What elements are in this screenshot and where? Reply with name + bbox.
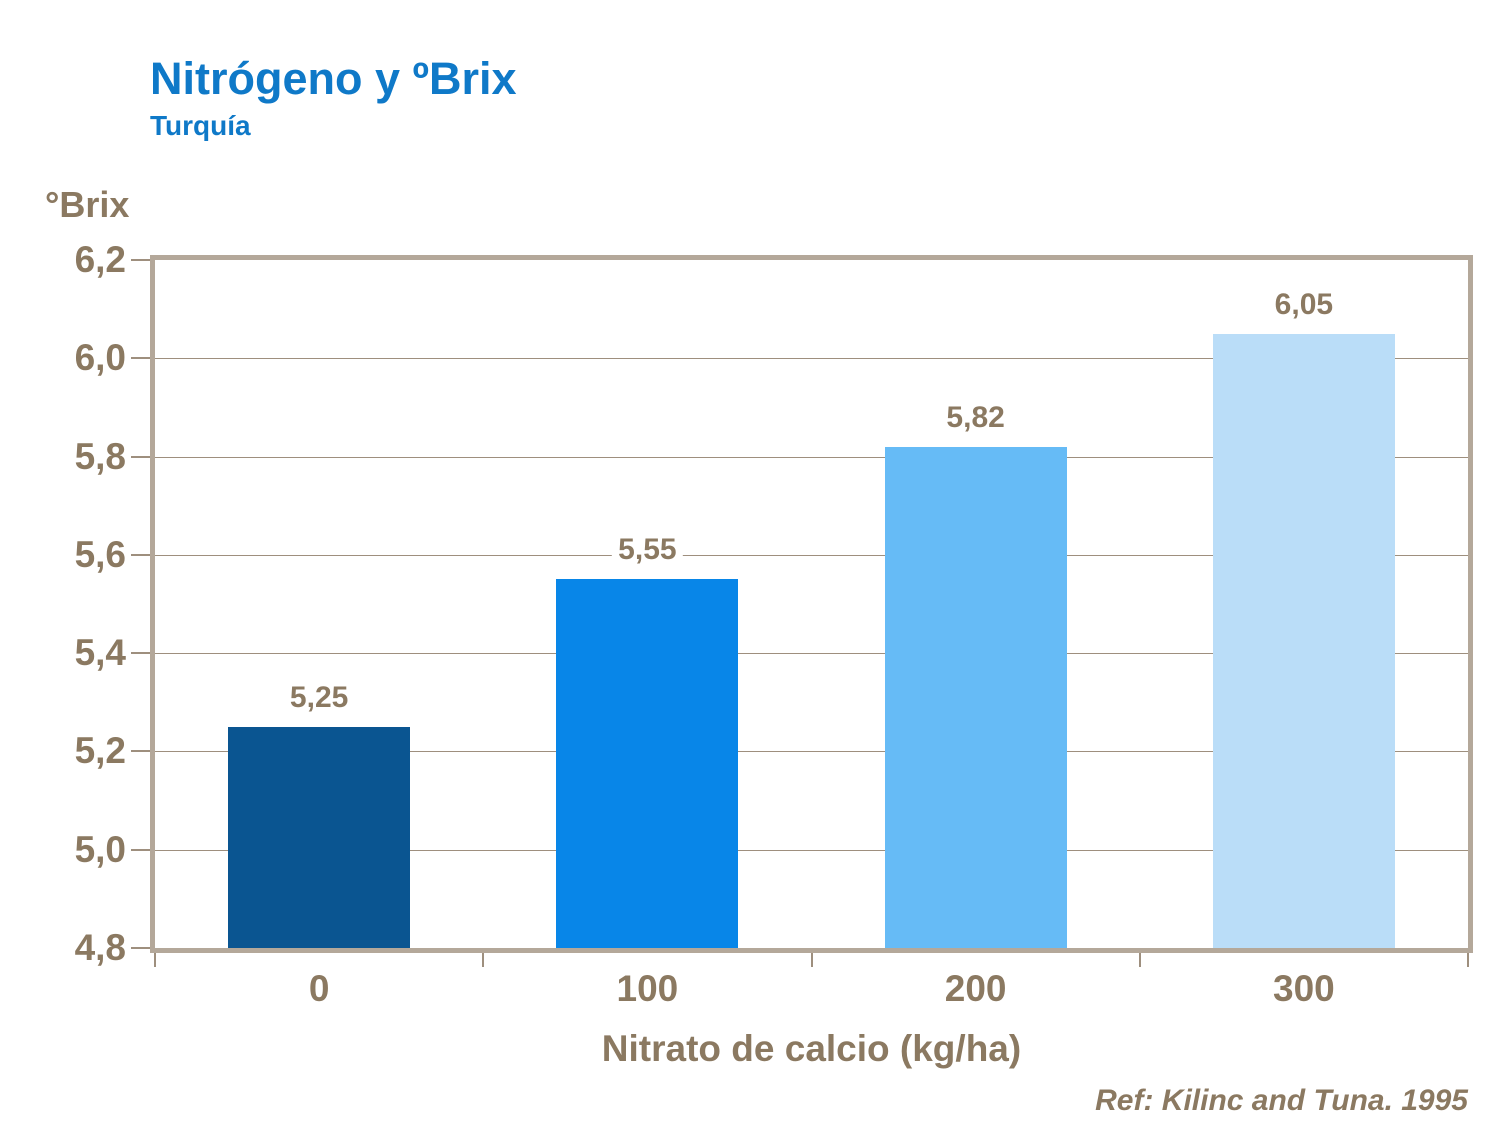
y-tick-label: 5,0 <box>74 828 126 870</box>
bar-value-label: 5,82 <box>940 400 1011 435</box>
x-axis-title: Nitrato de calcio (kg/ha) <box>601 1028 1022 1069</box>
x-tick-label: 0 <box>308 968 330 1009</box>
bar-value-label: 5,55 <box>612 533 683 568</box>
gridline <box>155 358 1468 360</box>
x-tick-mark <box>154 953 156 967</box>
gridline <box>155 456 1468 458</box>
y-tick-mark <box>131 848 150 851</box>
bars-container: 5,25 5,55 5,82 6,05 <box>155 260 1468 948</box>
bar-value-label: 6,05 <box>1268 287 1340 322</box>
y-tick-mark <box>131 455 150 458</box>
y-tick-mark <box>131 259 150 261</box>
x-axis-tick-labels: 0 100 200 300 <box>155 968 1468 1018</box>
gridline <box>155 554 1468 556</box>
x-tick-label: 300 <box>1273 968 1335 1009</box>
gridline <box>155 751 1468 753</box>
y-tick-label: 4,8 <box>74 927 126 968</box>
y-tick-label: 5,8 <box>74 435 126 477</box>
y-tick-mark <box>131 553 150 556</box>
chart-title: Nitrógeno y ºBrix <box>150 53 517 104</box>
bar-200 <box>884 446 1067 948</box>
x-tick-label: 100 <box>616 968 679 1009</box>
y-tick-mark <box>131 357 150 360</box>
chart-subtitle: Turquía <box>150 110 251 141</box>
bar-0 <box>228 726 411 948</box>
y-tick-label: 5,6 <box>74 533 126 575</box>
x-tick-mark <box>1138 953 1141 967</box>
y-tick-mark <box>131 652 150 655</box>
bar-100 <box>556 579 739 948</box>
reference-text: Ref: Kilinc and Tuna. 1995 <box>1095 1084 1468 1117</box>
y-tick-mark <box>131 750 150 753</box>
x-tick-label: 200 <box>944 968 1007 1009</box>
gridline <box>155 849 1468 851</box>
y-tick-label: 6,0 <box>74 337 126 379</box>
x-tick-mark <box>1467 953 1469 967</box>
gridline <box>155 653 1468 655</box>
plot-area: 5,25 5,55 5,82 6,05 <box>150 255 1473 953</box>
bar-value-label: 5,25 <box>283 680 355 715</box>
y-tick-label: 5,4 <box>74 632 126 674</box>
y-axis-unit-label: °Brix <box>45 184 130 225</box>
bar-300 <box>1212 333 1395 948</box>
gridlines <box>155 260 1468 948</box>
x-tick-mark <box>482 953 485 967</box>
y-tick-mark <box>131 947 150 949</box>
x-tick-mark <box>810 953 813 967</box>
y-tick-label: 5,2 <box>74 730 126 772</box>
y-tick-label: 6,2 <box>74 239 126 280</box>
y-axis-tick-labels: 6,2 6,0 5,8 5,6 5,4 5,2 5,0 4,8 <box>0 0 126 1125</box>
